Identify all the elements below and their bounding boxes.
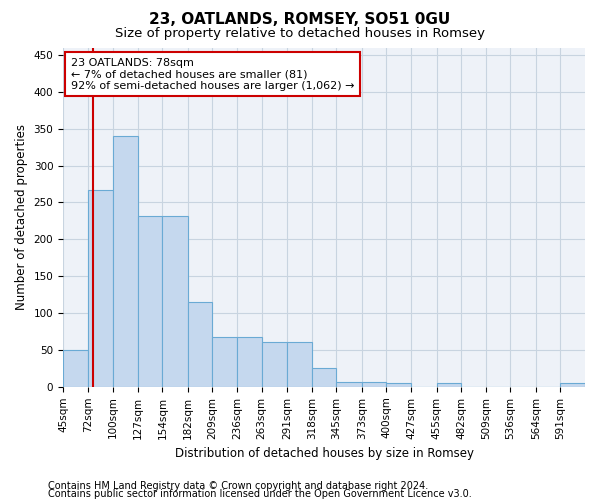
- Bar: [437, 383, 461, 387]
- Bar: [362, 382, 386, 387]
- Bar: [312, 368, 337, 387]
- Text: 23 OATLANDS: 78sqm
← 7% of detached houses are smaller (81)
92% of semi-detached: 23 OATLANDS: 78sqm ← 7% of detached hous…: [71, 58, 355, 91]
- Text: Contains public sector information licensed under the Open Government Licence v3: Contains public sector information licen…: [48, 489, 472, 499]
- Text: Contains HM Land Registry data © Crown copyright and database right 2024.: Contains HM Land Registry data © Crown c…: [48, 481, 428, 491]
- Bar: [88, 190, 113, 387]
- Bar: [287, 342, 312, 387]
- Text: Size of property relative to detached houses in Romsey: Size of property relative to detached ho…: [115, 28, 485, 40]
- Bar: [138, 216, 163, 387]
- Y-axis label: Number of detached properties: Number of detached properties: [15, 124, 28, 310]
- Bar: [63, 350, 88, 387]
- Bar: [262, 342, 287, 387]
- X-axis label: Distribution of detached houses by size in Romsey: Distribution of detached houses by size …: [175, 447, 473, 460]
- Text: 23, OATLANDS, ROMSEY, SO51 0GU: 23, OATLANDS, ROMSEY, SO51 0GU: [149, 12, 451, 28]
- Bar: [113, 136, 138, 387]
- Bar: [163, 216, 188, 387]
- Bar: [560, 383, 585, 387]
- Bar: [188, 302, 212, 387]
- Bar: [337, 382, 362, 387]
- Bar: [237, 338, 262, 387]
- Bar: [212, 338, 237, 387]
- Bar: [386, 383, 411, 387]
